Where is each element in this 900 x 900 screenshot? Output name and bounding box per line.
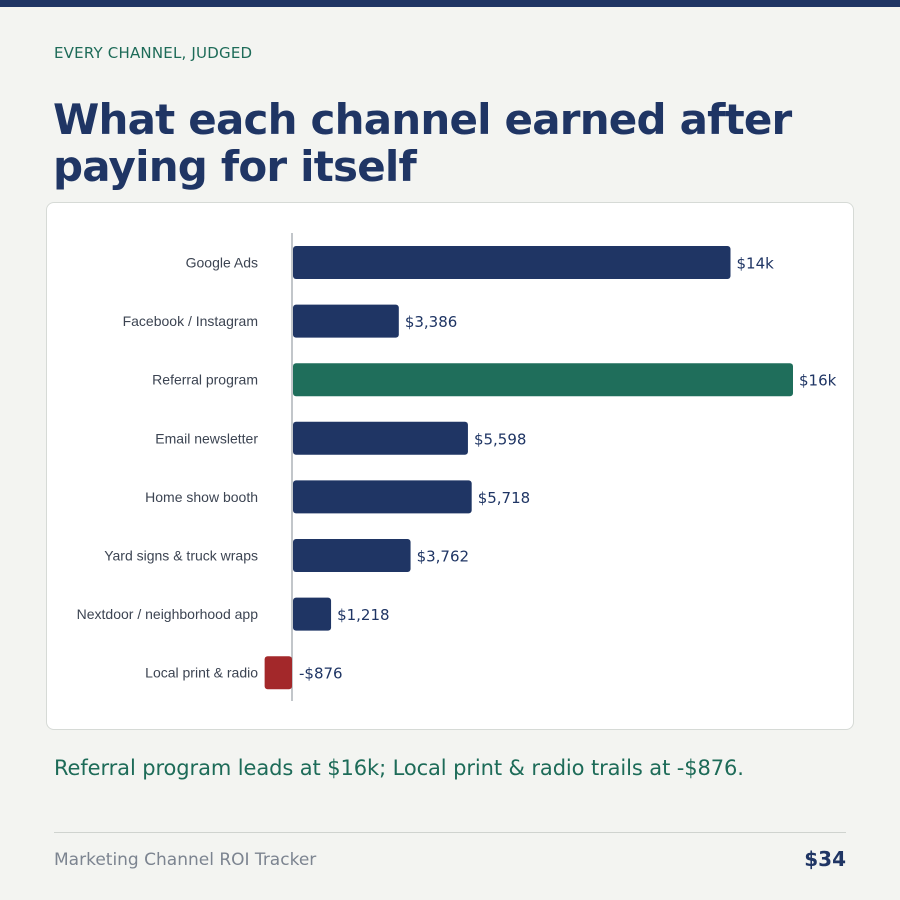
value-label: $5,598 xyxy=(474,430,527,448)
category-label: Home show booth xyxy=(145,489,258,505)
footer-divider xyxy=(54,832,846,833)
bar xyxy=(293,246,731,279)
category-label: Nextdoor / neighborhood app xyxy=(77,606,259,622)
category-label: Email newsletter xyxy=(155,430,258,446)
bar-chart: Google Ads $14k Facebook / Instagram $3,386… xyxy=(77,233,837,701)
takeaway-text: Referral program leads at $16k; Local pr… xyxy=(54,756,744,780)
bar xyxy=(293,480,472,514)
value-label: -$876 xyxy=(299,665,343,683)
bar xyxy=(293,304,399,338)
chart-card: Google Ads $14k Facebook / Instagram $3,386… xyxy=(46,202,854,730)
bar xyxy=(293,539,411,572)
page-title: What each channel earned after paying fo… xyxy=(53,95,792,191)
footer-value: $34 xyxy=(804,847,846,871)
value-label: $3,762 xyxy=(417,548,470,566)
category-label: Referral program xyxy=(152,372,258,388)
bar xyxy=(293,421,468,455)
value-label: $5,718 xyxy=(478,489,531,507)
top-accent-bar xyxy=(0,0,900,7)
footer-title: Marketing Channel ROI Tracker xyxy=(54,850,317,870)
value-label: $16k xyxy=(799,372,837,390)
bar xyxy=(293,363,793,397)
bar xyxy=(293,597,332,631)
value-label: $1,218 xyxy=(337,606,390,624)
value-label: $3,386 xyxy=(405,313,458,331)
category-label: Facebook / Instagram xyxy=(123,313,258,329)
eyebrow-label: EVERY CHANNEL, JUDGED xyxy=(54,44,253,62)
bar xyxy=(264,656,292,690)
value-label: $14k xyxy=(737,255,775,273)
category-label: Google Ads xyxy=(186,255,258,271)
category-label: Yard signs & truck wraps xyxy=(104,548,258,564)
category-label: Local print & radio xyxy=(145,665,258,681)
